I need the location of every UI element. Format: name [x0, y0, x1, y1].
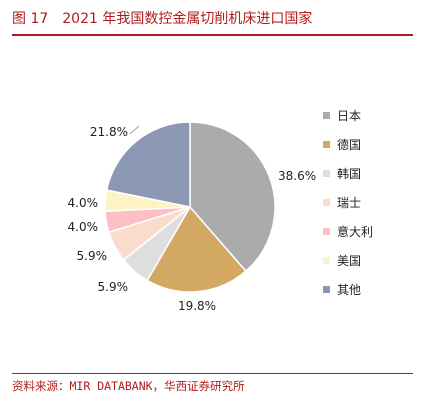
legend-label-1: 日本	[337, 109, 361, 123]
legend-label-4: 瑞士	[337, 196, 361, 210]
legend-swatch-6	[323, 257, 330, 264]
pie-chart: 38.6% 19.8% 5.9% 5.9% 4.0% 4.0% 21.8% 日本德国韩国瑞士意…	[0, 40, 421, 370]
data-label-1: 38.6%	[278, 169, 316, 183]
legend-label-6: 美国	[337, 254, 361, 268]
legend-swatch-7	[323, 286, 330, 293]
label-leader-line	[129, 125, 140, 135]
legend-label-2: 德国	[337, 137, 361, 152]
data-label-5: 4.0%	[68, 220, 99, 234]
source-note: 资料来源：MIR DATABANK，华西证券研究所	[12, 379, 245, 393]
figure-number: 图 17	[12, 11, 49, 27]
figure-header: 图 17 2021 年我国数控金属切削机床进口国家	[12, 6, 413, 32]
legend-label-3: 韩国	[337, 166, 361, 181]
legend-label-7: 其他	[337, 283, 361, 297]
data-label-3: 5.9%	[98, 280, 129, 294]
legend-swatch-4	[323, 199, 330, 206]
pie-chart-svg: 38.6% 19.8% 5.9% 5.9% 4.0% 4.0% 21.8% 日本德国韩国瑞士意…	[68, 109, 374, 313]
figure-title: 2021 年我国数控金属切削机床进口国家	[62, 11, 313, 27]
header-divider	[12, 34, 413, 36]
pie-slice-1	[189, 121, 276, 273]
footer-divider	[12, 373, 413, 374]
data-label-7: 21.8%	[90, 125, 128, 139]
legend-swatch-5	[323, 228, 330, 235]
data-label-4: 5.9%	[77, 249, 108, 263]
data-label-6: 4.0%	[68, 196, 99, 210]
data-label-2: 19.8%	[178, 299, 216, 313]
legend-swatch-1	[323, 112, 330, 119]
legend-swatch-2	[323, 141, 330, 148]
legend-label-5: 意大利	[337, 224, 373, 239]
pie-slice-7	[105, 121, 191, 208]
legend-swatch-3	[323, 170, 330, 177]
pie-slice-2	[146, 205, 247, 293]
